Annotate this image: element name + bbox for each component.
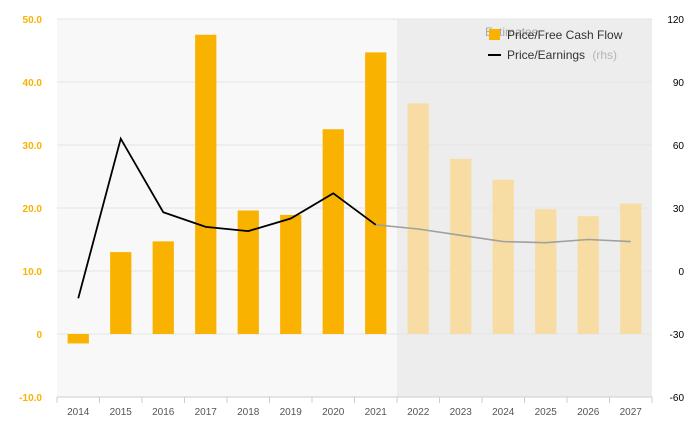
right-axis-tick-label: -60 (670, 393, 685, 404)
bar-2016 (152, 241, 174, 334)
bar-2018 (237, 210, 259, 334)
right-axis-tick-label: 120 (667, 15, 684, 26)
bar-2019 (280, 214, 302, 334)
left-axis-tick-label: 30.0 (23, 141, 43, 152)
line-series (77, 136, 631, 299)
legend-label-price-fcf: Price/Free Cash Flow (507, 28, 623, 42)
x-axis-tick-label: 2027 (620, 407, 643, 418)
legend-label-price-earnings-main: Price/Earnings (507, 48, 585, 62)
line-price-earnings-estimates (375, 224, 631, 244)
x-axis-tick-label: 2018 (237, 407, 260, 418)
right-axis-tick-label: -30 (670, 330, 685, 341)
left-axis-tick-label: 20.0 (23, 204, 43, 215)
bar-2014 (67, 334, 89, 344)
bar-2017 (195, 34, 217, 334)
bar-2020 (322, 129, 344, 334)
legend-label-price-earnings: Price/Earnings (rhs) (507, 48, 617, 62)
x-axis-tick-label: 2021 (365, 407, 388, 418)
x-axis-tick-label: 2020 (322, 407, 345, 418)
x-axis-tick-label: 2015 (110, 407, 133, 418)
right-axis-tick-label: 30 (673, 204, 685, 215)
legend-label-rhs-note: (rhs) (592, 48, 617, 62)
right-axis-tick-label: 0 (678, 267, 684, 278)
x-axis-tick-label: 2017 (195, 407, 218, 418)
left-axis-tick-label: 0 (36, 330, 42, 341)
bar-2026 (577, 216, 599, 334)
bar-2023 (450, 158, 472, 334)
x-axis-tick-label: 2022 (407, 407, 430, 418)
x-axis-tick-label: 2014 (67, 407, 90, 418)
bar-2025 (535, 209, 557, 334)
x-axis-tick-label: 2024 (492, 407, 515, 418)
legend-swatch-price-fcf (489, 29, 500, 40)
line-price-earnings-actual (77, 136, 377, 299)
left-axis-tick-label: -10.0 (19, 393, 42, 404)
bar-2015 (110, 252, 132, 334)
left-axis-tick-label: 50.0 (23, 15, 43, 26)
bar-2021 (365, 52, 387, 334)
x-axis-tick-label: 2019 (280, 407, 303, 418)
bar-2027 (620, 203, 642, 334)
legend: Price/Free Cash Flow Price/Earnings (rhs… (488, 28, 623, 62)
bar-series (67, 34, 642, 344)
left-axis-tick-label: 10.0 (23, 267, 43, 278)
bar-2024 (492, 179, 514, 334)
right-axis-tick-label: 90 (673, 78, 685, 89)
bar-2022 (407, 103, 429, 334)
x-axis-tick-label: 2023 (450, 407, 473, 418)
left-axis-tick-label: 40.0 (23, 78, 43, 89)
x-axis-tick-label: 2016 (152, 407, 175, 418)
x-axis-tick-label: 2026 (577, 407, 600, 418)
x-axis-tick-label: 2025 (535, 407, 558, 418)
axes: -10.0 0 10.0 20.0 30.0 40.0 50.0 -60 -30 0 30 60 90 1… (19, 15, 684, 418)
right-axis-tick-label: 60 (673, 141, 685, 152)
